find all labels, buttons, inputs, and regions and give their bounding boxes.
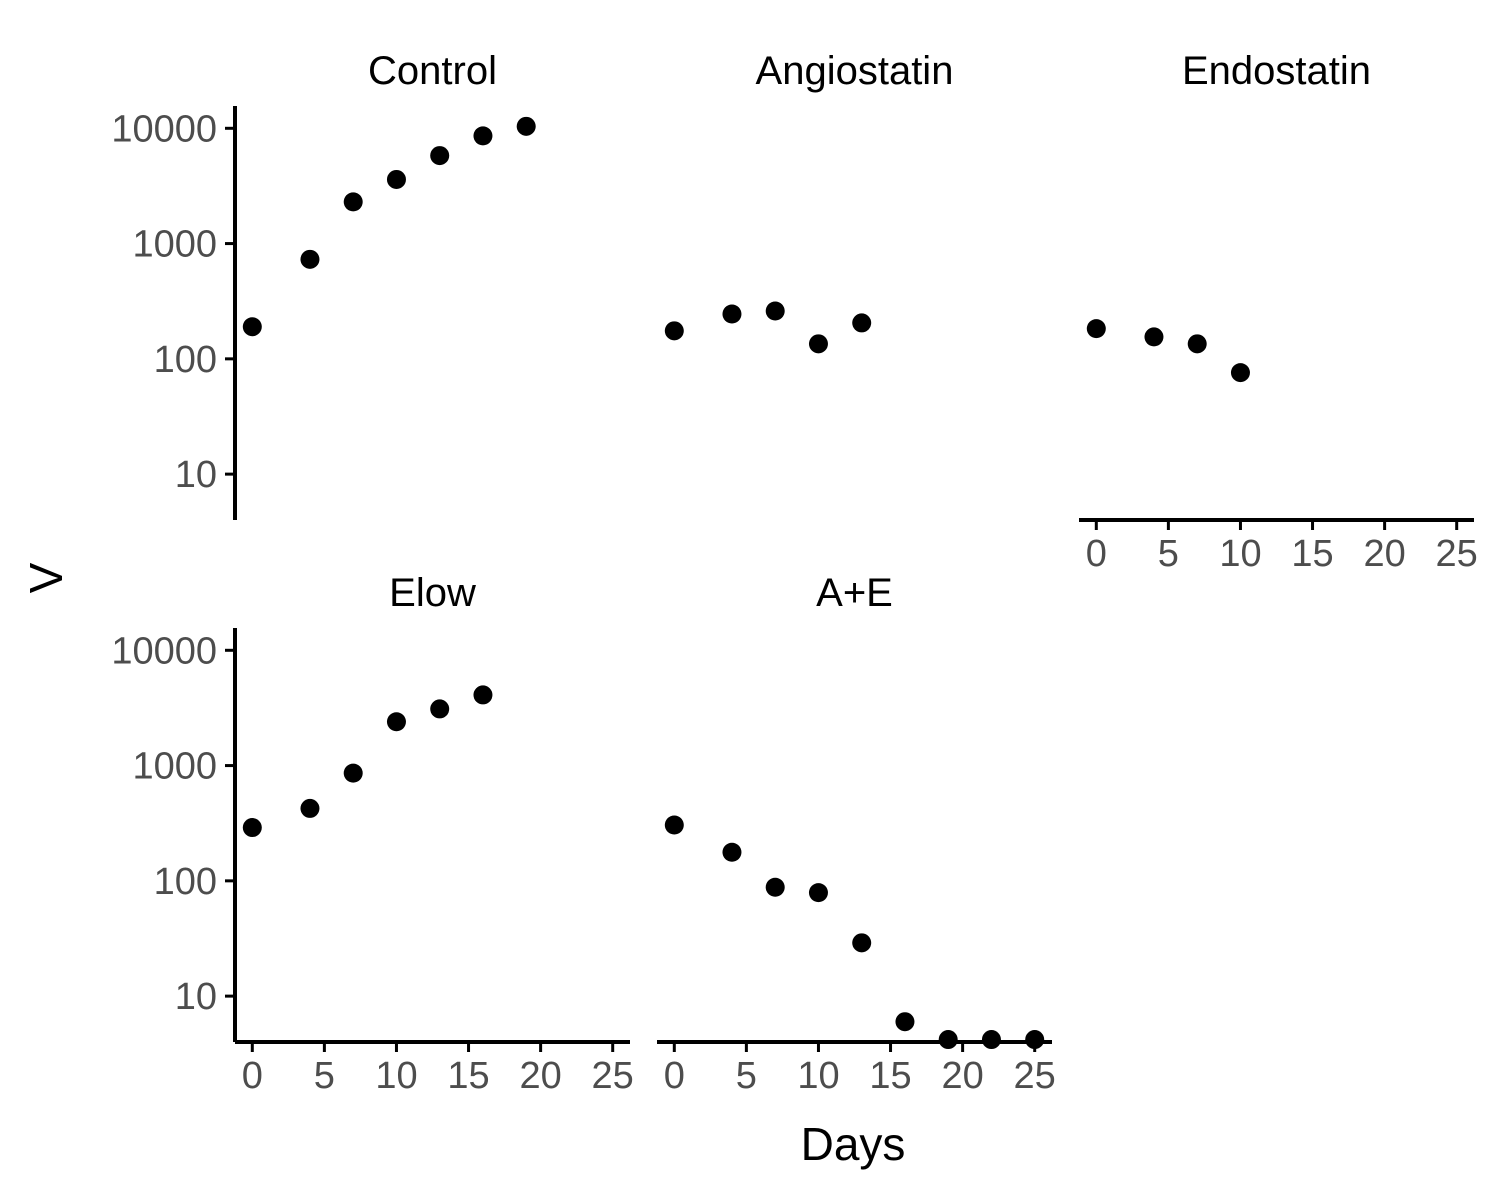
x-tick-label: 5 [1158, 533, 1179, 575]
data-point [722, 304, 742, 324]
facet-panel-2: Endostatin 0 5 10 15 20 25 [1079, 49, 1478, 575]
data-point [473, 126, 493, 146]
x-tick-label: 10 [797, 1055, 839, 1097]
data-point [664, 321, 684, 341]
data-point [430, 699, 450, 719]
x-tick-label: 15 [869, 1055, 911, 1097]
x-tick-label: 0 [1086, 533, 1107, 575]
facet-panel-1: Angiostatin [664, 49, 954, 354]
y-axis-title: V [20, 562, 72, 593]
data-point [430, 146, 450, 166]
data-point [852, 313, 872, 333]
y-tick-label: 10 [175, 976, 217, 1018]
y-tick-label: 10000 [111, 108, 217, 150]
facet-strip-label: Angiostatin [756, 49, 954, 93]
data-point [386, 169, 406, 189]
data-point [664, 815, 684, 835]
data-point [242, 317, 262, 337]
x-tick-label: 15 [1291, 533, 1333, 575]
x-tick-label: 0 [242, 1055, 263, 1097]
x-tick-label: 15 [447, 1055, 489, 1097]
data-point [895, 1012, 915, 1032]
data-point [1025, 1030, 1045, 1050]
data-point [765, 301, 785, 321]
x-tick-label: 5 [314, 1055, 335, 1097]
data-point [981, 1030, 1001, 1050]
data-point [722, 842, 742, 862]
facet-strip-label: Elow [389, 571, 476, 615]
data-point [1144, 327, 1164, 347]
facet-strip-label: Endostatin [1182, 49, 1371, 93]
x-tick-label: 10 [1219, 533, 1261, 575]
facet-strip-label: Control [368, 49, 497, 93]
y-tick-label: 10000 [111, 630, 217, 672]
x-tick-label: 20 [1363, 533, 1405, 575]
data-point [386, 712, 406, 732]
data-point [938, 1030, 958, 1050]
data-point [343, 192, 363, 212]
x-tick-label: 5 [736, 1055, 757, 1097]
data-point [1230, 363, 1250, 383]
data-point [300, 249, 320, 269]
x-tick-label: 25 [1014, 1055, 1056, 1097]
data-point [765, 877, 785, 897]
data-point [1187, 334, 1207, 354]
x-axis-title: Days [801, 1118, 906, 1170]
data-point [300, 798, 320, 818]
facet-panel-3: Elow 10 100 1000 10000 0 5 10 15 20 25 [111, 571, 634, 1097]
y-tick-label: 1000 [132, 224, 217, 266]
y-tick-label: 100 [154, 861, 217, 903]
data-point [1086, 319, 1106, 339]
data-point [808, 334, 828, 354]
y-tick-label: 1000 [132, 746, 217, 788]
y-tick-label: 100 [154, 339, 217, 381]
x-tick-label: 25 [1436, 533, 1478, 575]
data-point [343, 763, 363, 783]
data-point [473, 685, 493, 705]
y-tick-label: 10 [175, 454, 217, 496]
x-tick-label: 25 [592, 1055, 634, 1097]
facet-strip-label: A+E [816, 571, 893, 615]
data-point [242, 818, 262, 838]
x-tick-label: 10 [375, 1055, 417, 1097]
x-tick-label: 0 [664, 1055, 685, 1097]
data-point [852, 933, 872, 953]
x-tick-label: 20 [941, 1055, 983, 1097]
data-point [516, 116, 536, 136]
x-tick-label: 20 [519, 1055, 561, 1097]
facet-panel-4: A+E 0 5 10 15 20 25 [657, 571, 1056, 1097]
facet-panel-0: Control 10 100 1000 10000 [111, 49, 536, 520]
data-point [808, 883, 828, 903]
